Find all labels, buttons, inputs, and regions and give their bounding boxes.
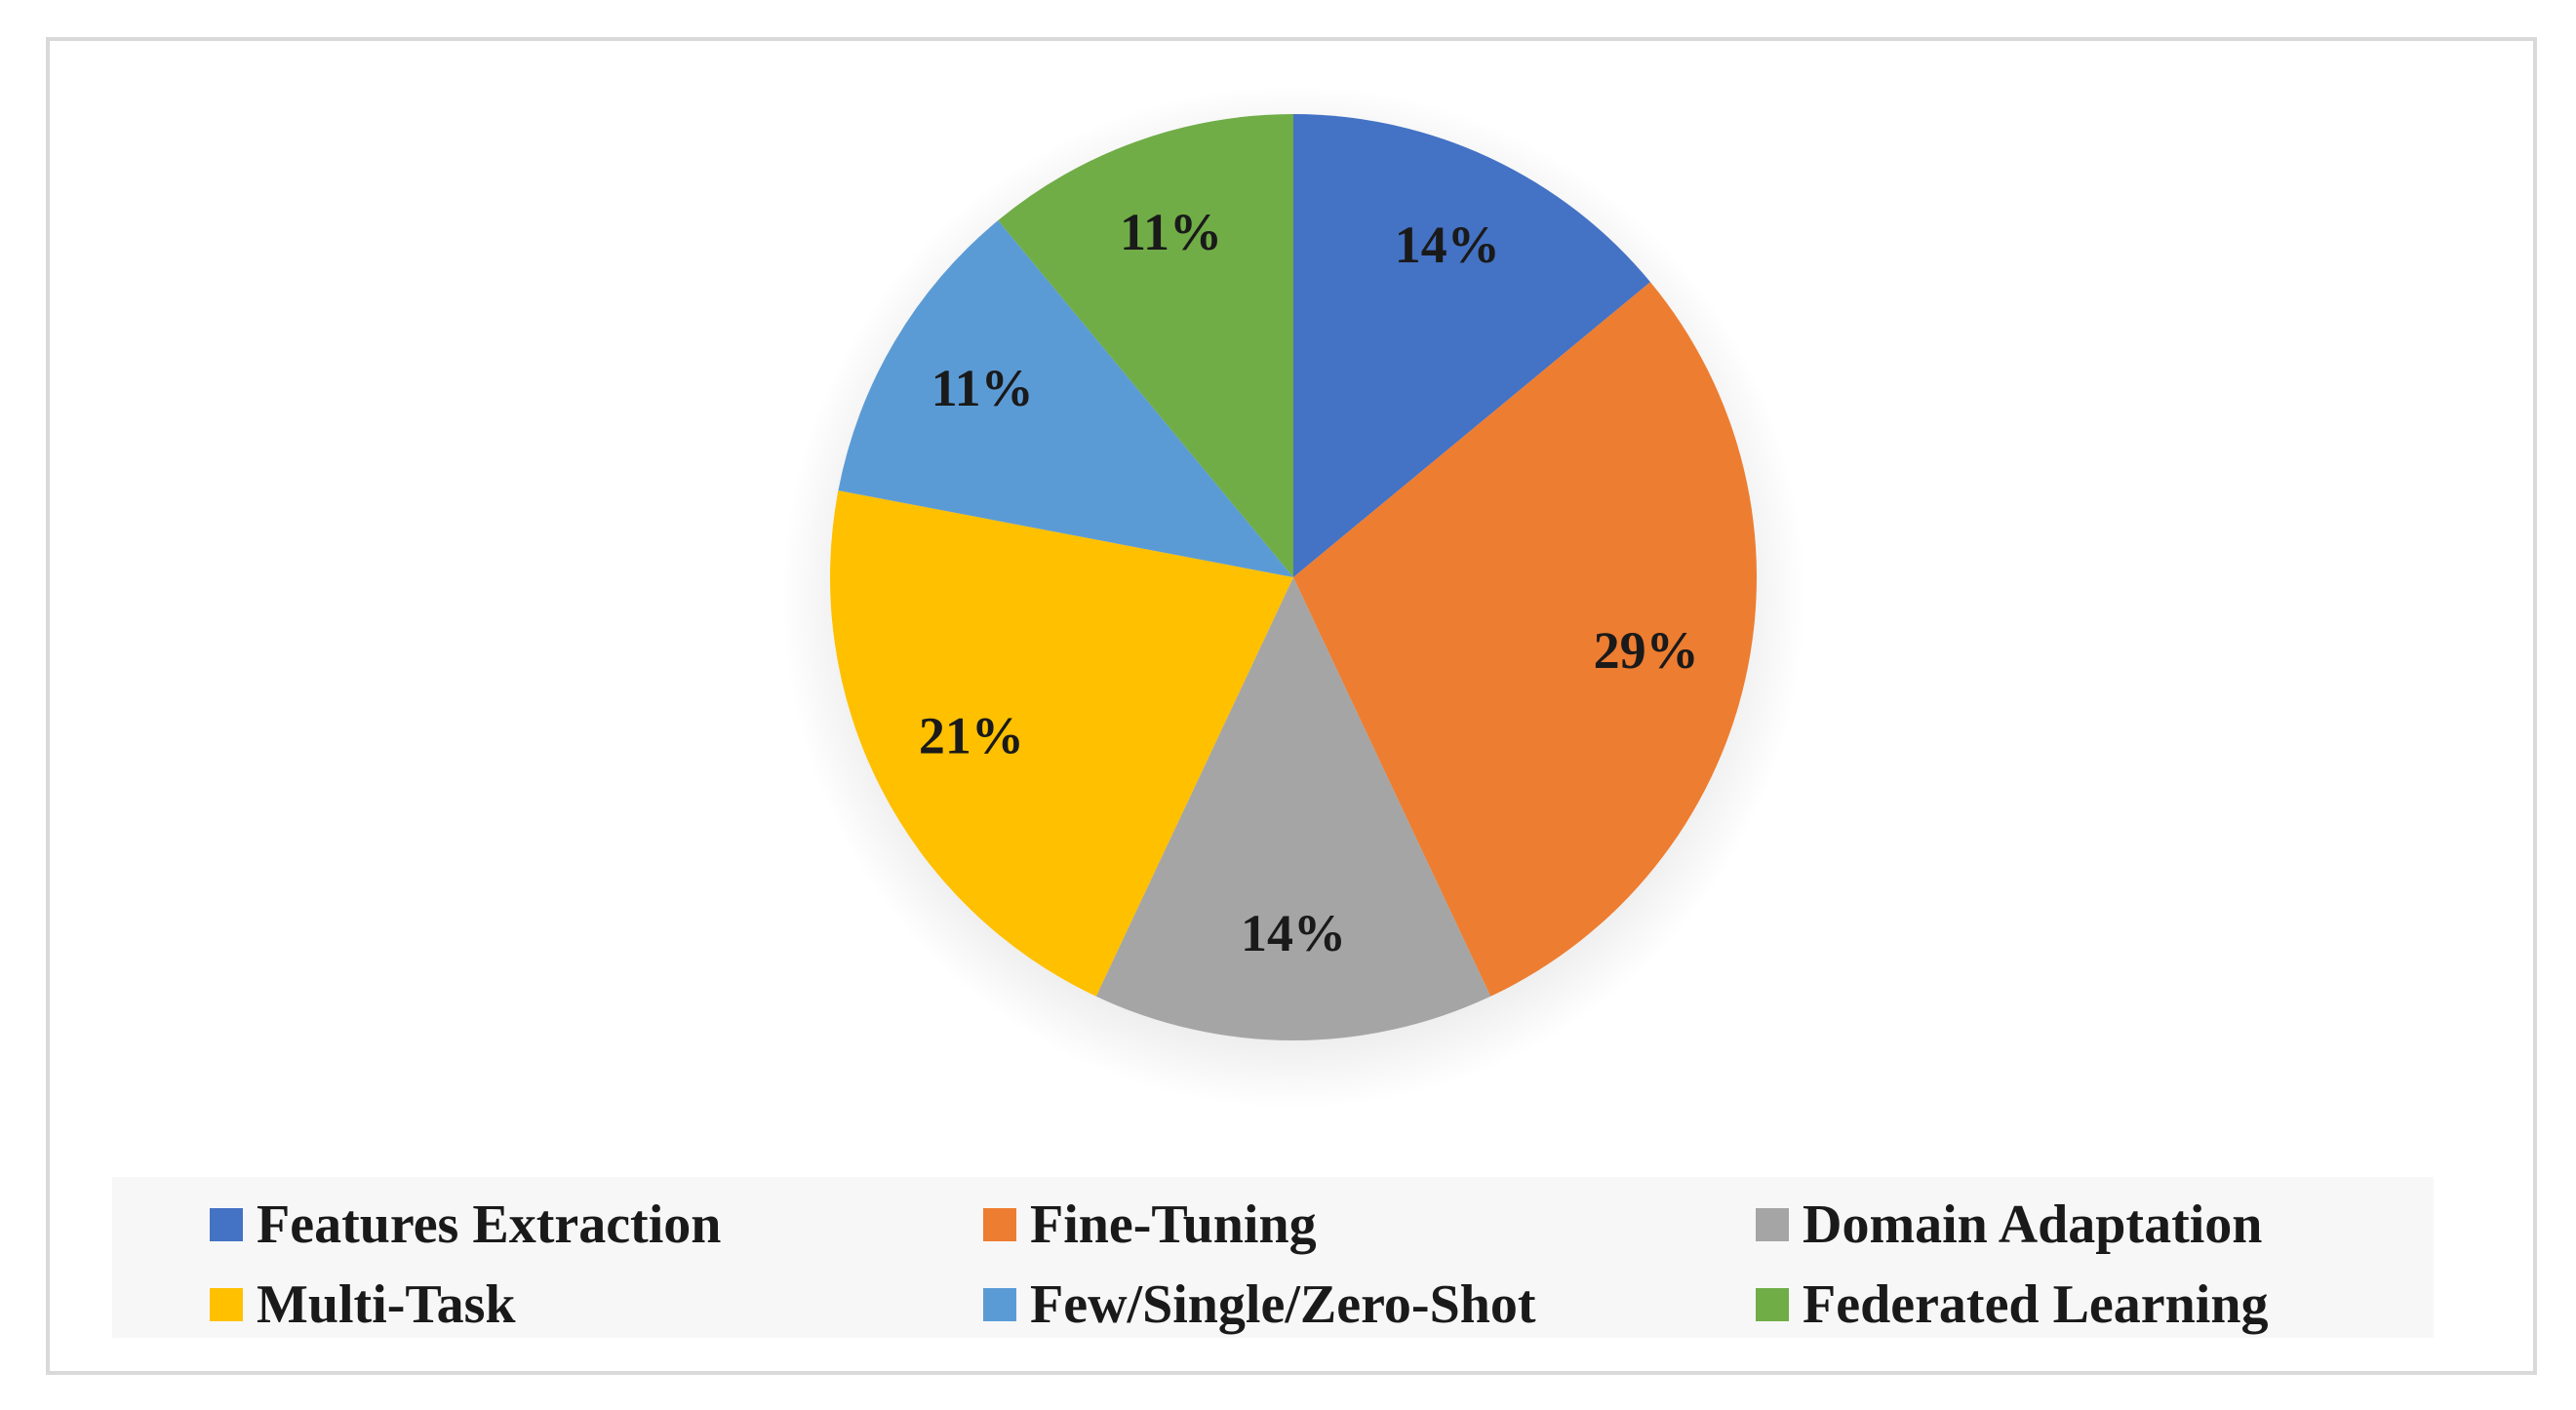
legend-label-multi-task: Multi-Task: [257, 1274, 516, 1335]
legend-swatch-few-single-zero-shot: [983, 1288, 1016, 1321]
legend: Features Extraction Fine-Tuning Domain Ada…: [112, 1177, 2434, 1338]
legend-item-federated-learning: Federated Learning: [1756, 1271, 2268, 1339]
pie-slices: [830, 113, 1757, 1040]
legend-label-few-single-zero-shot: Few/Single/Zero-Shot: [1030, 1274, 1536, 1335]
data-label-multi-task: 21%: [919, 707, 1024, 765]
pie-slice-few-single-zero-shot: [838, 220, 1293, 577]
data-label-domain-adaptation: 14%: [1241, 904, 1346, 962]
legend-label-federated-learning: Federated Learning: [1803, 1274, 2269, 1335]
legend-item-few-single-zero-shot: Few/Single/Zero-Shot: [983, 1271, 1536, 1339]
legend-item-fine-tuning: Fine-Tuning: [983, 1191, 1317, 1259]
pie-slice-federated-learning: [998, 113, 1293, 577]
legend-item-multi-task: Multi-Task: [210, 1271, 516, 1339]
legend-swatch-features-extraction: [210, 1208, 243, 1241]
legend-label-features-extraction: Features Extraction: [257, 1195, 722, 1255]
pie-labels: 14% 29% 14% 21% 11% 11%: [919, 203, 1699, 962]
legend-item-domain-adaptation: Domain Adaptation: [1756, 1191, 2262, 1259]
legend-label-fine-tuning: Fine-Tuning: [1030, 1195, 1317, 1255]
data-label-federated-learning: 11%: [1120, 203, 1222, 261]
data-label-features-extraction: 14%: [1395, 215, 1500, 274]
data-label-few-single-zero-shot: 11%: [931, 359, 1034, 417]
pie-slice-features-extraction: [1293, 114, 1650, 577]
pie-slice-domain-adaptation: [1095, 577, 1491, 1040]
pie-slice-multi-task: [830, 490, 1293, 997]
legend-item-features-extraction: Features Extraction: [210, 1191, 721, 1259]
legend-swatch-fine-tuning: [983, 1208, 1016, 1241]
pie-slice-fine-tuning: [1293, 282, 1757, 997]
legend-swatch-multi-task: [210, 1288, 243, 1321]
legend-swatch-federated-learning: [1756, 1288, 1789, 1321]
data-label-fine-tuning: 29%: [1594, 621, 1699, 680]
legend-swatch-domain-adaptation: [1756, 1208, 1789, 1241]
legend-label-domain-adaptation: Domain Adaptation: [1803, 1195, 2263, 1255]
